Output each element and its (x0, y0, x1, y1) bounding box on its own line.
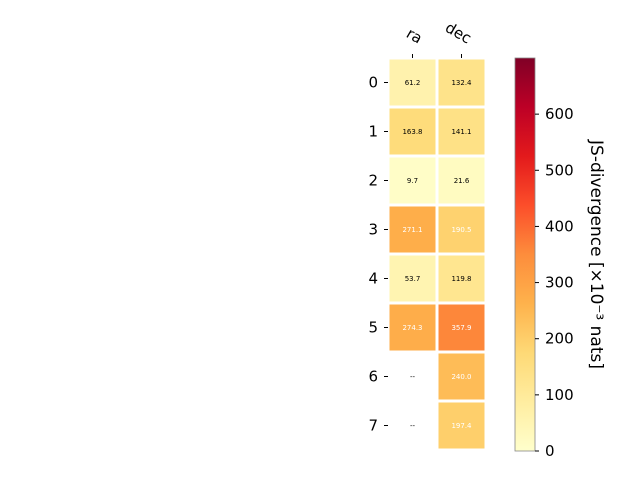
cell-value-label: 21.6 (454, 177, 470, 185)
heatmap-cell (438, 59, 485, 106)
heatmap-cell (438, 353, 485, 400)
cell-value-label: 274.3 (402, 324, 422, 332)
colorbar-tick-label: 400 (545, 217, 574, 235)
heatmap-cell (389, 108, 436, 155)
cell-value-label: 271.1 (402, 226, 422, 234)
cell-value-label: 197.4 (451, 422, 472, 430)
heatmap-cells: 61.2 132.4 163.8 141.1 9.7 21.6 271.1 190.5 53.7… (389, 59, 485, 449)
colorbar-tick-label: 600 (545, 105, 574, 123)
cell-value-label: 240.0 (451, 373, 471, 381)
cell-value-label: 61.2 (405, 79, 421, 87)
row-label: 2 (368, 172, 378, 190)
colorbar-label: JS-divergence [×10⁻³ nats] (586, 139, 606, 369)
row-label: 4 (368, 270, 378, 288)
heatmap-cell (389, 255, 436, 302)
cell-value-label: 163.8 (402, 128, 422, 136)
cell-value-label: 53.7 (405, 275, 421, 283)
heatmap-cell (438, 206, 485, 253)
heatmap-cell (389, 304, 436, 351)
cell-missing-label: -- (410, 422, 416, 430)
column-label: dec (442, 18, 474, 47)
colorbar-tick-label: 200 (545, 330, 574, 348)
row-label: 0 (368, 74, 378, 92)
row-label: 6 (368, 368, 378, 386)
heatmap-cell (438, 402, 485, 449)
colorbar-tick-label: 0 (545, 442, 555, 460)
cell-missing-label: -- (410, 373, 416, 381)
heatmap-cell (389, 157, 436, 204)
row-labels: 0 1 2 3 4 5 6 7 (368, 74, 388, 435)
row-label: 7 (368, 417, 378, 435)
heatmap-cell (389, 59, 436, 106)
cell-value-label: 190.5 (451, 226, 471, 234)
colorbar: 0 100 200 300 400 500 600 JS-divergence [×10⁻³ … (514, 57, 606, 460)
heatmap-cell (389, 206, 436, 253)
heatmap-cell (438, 157, 485, 204)
heatmap-cell (438, 255, 485, 302)
heatmap-cell (438, 108, 485, 155)
cell-value-label: 141.1 (451, 128, 471, 136)
row-label: 5 (368, 319, 378, 337)
cell-value-label: 9.7 (407, 177, 418, 185)
heatmap-cell (438, 304, 485, 351)
column-label: ra (403, 24, 425, 47)
colorbar-tick-label: 500 (545, 161, 574, 179)
column-labels: ra dec (403, 18, 475, 58)
row-label: 3 (368, 221, 378, 239)
colorbar-tick-label: 100 (545, 386, 574, 404)
colorbar-gradient (514, 57, 536, 452)
row-label: 1 (368, 123, 378, 141)
cell-value-label: 357.9 (451, 324, 471, 332)
cell-value-label: 132.4 (451, 79, 472, 87)
cell-value-label: 119.8 (451, 275, 471, 283)
colorbar-tick-label: 300 (545, 274, 574, 292)
